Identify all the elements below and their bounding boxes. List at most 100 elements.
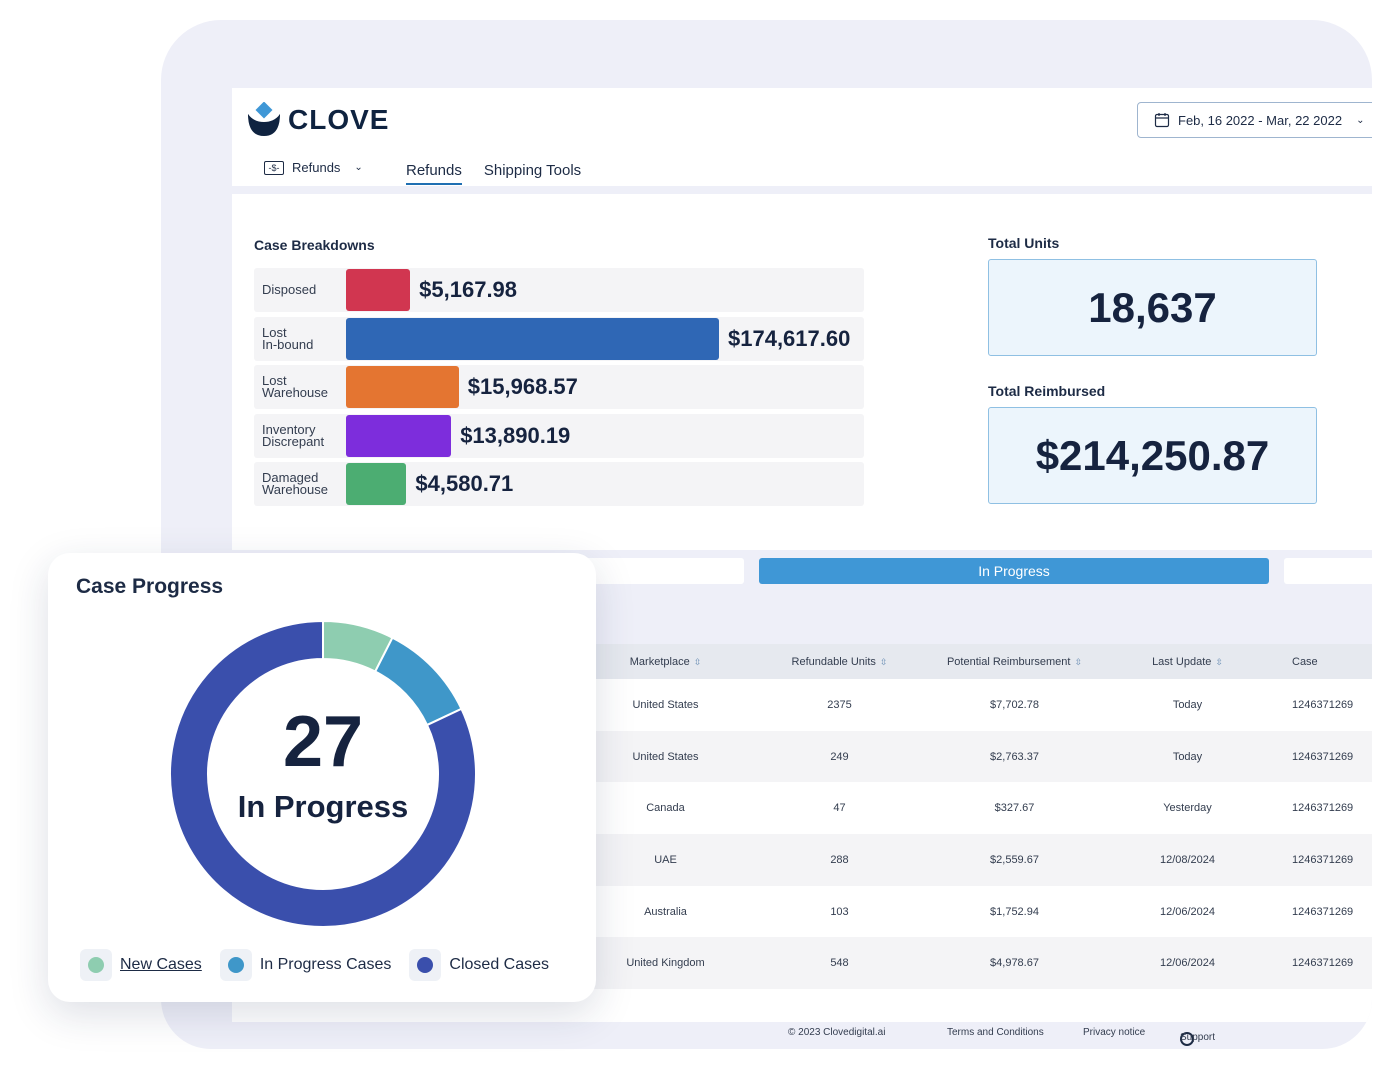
- cell-potential-reimbursement: $2,559.67: [990, 853, 1039, 866]
- cell-last-update: 12/08/2024: [1159, 853, 1216, 866]
- cell-last-update: 12/06/2024: [1159, 905, 1216, 918]
- table-row[interactable]: Australia 103 $1,752.94 12/06/2024 124637126…: [232, 886, 1372, 938]
- cell-potential-reimbursement: $7,702.78: [990, 698, 1039, 711]
- legend-label: Closed Cases: [449, 956, 550, 973]
- legend-label: New Cases: [120, 956, 202, 973]
- cell-last-update: Today: [1172, 750, 1203, 763]
- status-pill-in-progress[interactable]: In Progress: [759, 558, 1269, 584]
- total-reimbursed-box: $214,250.87: [988, 407, 1317, 504]
- legend-label: In Progress Cases: [259, 956, 392, 973]
- legend-dot-icon: [227, 957, 244, 973]
- breakdown-label: Inventory Discrepant: [254, 423, 346, 449]
- cell-case-id: 1246371269: [1292, 853, 1354, 866]
- breakdown-label: Lost In-bound: [254, 324, 346, 352]
- cell-marketplace: United Kingdom: [626, 957, 705, 970]
- cell-case-id: 1246371269: [1292, 957, 1354, 970]
- cell-refundable-units: 103: [830, 905, 849, 918]
- cell-case-id: 1246371269: [1292, 750, 1354, 763]
- breakdown-bar: [346, 269, 411, 311]
- case-progress-donut: [169, 619, 477, 928]
- breakdown-value: $13,890.19: [460, 422, 571, 448]
- breakdown-list: Disposed $5,167.98 Lost In-bound $174,617.60…: [254, 268, 864, 511]
- breakdown-label: Disposed: [254, 282, 346, 297]
- refunds-dropdown-label: Refunds: [292, 160, 341, 175]
- table-row[interactable]: United States 2375 $7,702.78 Today 124637126…: [232, 679, 1372, 731]
- breakdown-value: $15,968.57: [467, 374, 578, 399]
- cell-refundable-units: 548: [830, 957, 849, 970]
- breakdown-label-line1: Disposed: [262, 282, 317, 297]
- footer-privacy-link[interactable]: Privacy notice: [1083, 1027, 1146, 1038]
- cell-marketplace: United States: [632, 750, 699, 763]
- cell-last-update: 12/06/2024: [1159, 957, 1216, 970]
- sort-icon: ⇳: [1074, 656, 1083, 667]
- cell-potential-reimbursement: $4,978.67: [990, 957, 1039, 970]
- total-units-label: Total Units: [988, 235, 1060, 251]
- tab-refunds[interactable]: Refunds: [406, 162, 462, 185]
- breakdown-row[interactable]: Lost Warehouse $15,968.57: [254, 365, 864, 409]
- col-refundable-units[interactable]: Refundable Units ⇳: [772, 656, 907, 668]
- total-units-value: 18,637: [1088, 283, 1217, 331]
- breakdown-bar: [346, 366, 459, 408]
- tab-shipping-tools[interactable]: Shipping Tools: [483, 162, 582, 179]
- col-case-label: Case: [1292, 655, 1318, 668]
- cell-marketplace: UAE: [654, 853, 677, 866]
- donut-center-number: 27: [282, 702, 364, 782]
- chevron-down-icon: ⌄: [354, 162, 363, 173]
- breakdown-label: Lost Warehouse: [254, 374, 346, 400]
- breakdown-bar: [346, 463, 407, 505]
- cell-marketplace: United States: [632, 698, 699, 711]
- legend-item[interactable]: Closed Cases: [409, 949, 549, 981]
- case-breakdowns-title: Case Breakdowns: [254, 237, 375, 253]
- breakdown-value: $5,167.98: [419, 277, 518, 302]
- cell-refundable-units: 249: [830, 750, 849, 763]
- legend-dot-icon: [417, 957, 434, 973]
- breakdown-label-line2: Discrepant: [262, 433, 325, 449]
- date-range-picker[interactable]: Feb, 16 2022 - Mar, 22 2022 ⌄: [1137, 102, 1372, 138]
- status-pill-closed[interactable]: [1284, 558, 1372, 584]
- cell-refundable-units: 2375: [827, 698, 852, 711]
- legend-item[interactable]: New Cases: [80, 949, 202, 981]
- col-marketplace-label: Marketplace: [629, 655, 690, 668]
- col-marketplace[interactable]: Marketplace ⇳: [598, 656, 733, 668]
- footer: © 2023 Clovedigital.ai Terms and Conditi…: [232, 1017, 1372, 1049]
- cell-marketplace: Canada: [646, 802, 685, 815]
- col-units-label: Refundable Units: [791, 655, 876, 668]
- breakdown-row[interactable]: Disposed $5,167.98: [254, 268, 864, 312]
- cell-refundable-units: 288: [830, 853, 849, 866]
- col-last-update[interactable]: Last Update ⇳: [1120, 656, 1255, 668]
- breakdown-bar: [346, 317, 719, 360]
- legend-swatch: [80, 949, 112, 981]
- donut-segment-closed[interactable]: [169, 619, 477, 928]
- breakdown-label-line1: Lost: [262, 324, 287, 340]
- cell-potential-reimbursement: $327.67: [994, 802, 1035, 815]
- chevron-down-icon: ⌄: [1356, 114, 1365, 126]
- breakdown-row[interactable]: Damaged Warehouse $4,580.71: [254, 462, 864, 506]
- donut-legend: New Cases In Progress Cases Closed Cases: [80, 949, 549, 981]
- case-progress-title: Case Progress: [76, 575, 224, 598]
- total-reimbursed-label: Total Reimbursed: [988, 383, 1106, 399]
- col-potential-reimbursement[interactable]: Potential Reimbursement ⇳: [932, 656, 1097, 668]
- footer-terms-link[interactable]: Terms and Conditions: [947, 1027, 1044, 1038]
- refunds-dropdown[interactable]: -$- Refunds ⌄: [264, 160, 363, 175]
- cell-refundable-units: 47: [833, 802, 846, 815]
- table-row[interactable]: Canada 47 $327.67 Yesterday 1246371269: [232, 782, 1372, 834]
- breakdown-label-line2: Warehouse: [262, 385, 328, 400]
- footer-copyright: © 2023 Clovedigital.ai: [788, 1027, 886, 1038]
- legend-swatch: [409, 949, 442, 981]
- legend-swatch: [219, 949, 252, 981]
- breakdown-label: Damaged Warehouse: [254, 471, 346, 496]
- breakdown-row[interactable]: Inventory Discrepant $13,890.19: [254, 413, 864, 458]
- nav-tabs: Refunds Shipping Tools: [406, 162, 581, 185]
- breakdown-label-line2: In-bound: [262, 336, 314, 352]
- cell-case-id: 1246371269: [1292, 802, 1354, 815]
- cell-last-update: Yesterday: [1163, 802, 1212, 815]
- logo[interactable]: CLOVE: [246, 102, 389, 138]
- col-last-update-label: Last Update: [1152, 655, 1212, 668]
- cell-marketplace: Australia: [644, 905, 687, 918]
- footer-support-label: Support: [1180, 1032, 1216, 1043]
- col-case[interactable]: Case: [1292, 656, 1372, 668]
- legend-item[interactable]: In Progress Cases: [219, 949, 392, 981]
- breakdown-row[interactable]: Lost In-bound $174,617.60: [254, 316, 864, 361]
- cell-case-id: 1246371269: [1292, 905, 1354, 918]
- cell-last-update: Today: [1172, 698, 1203, 711]
